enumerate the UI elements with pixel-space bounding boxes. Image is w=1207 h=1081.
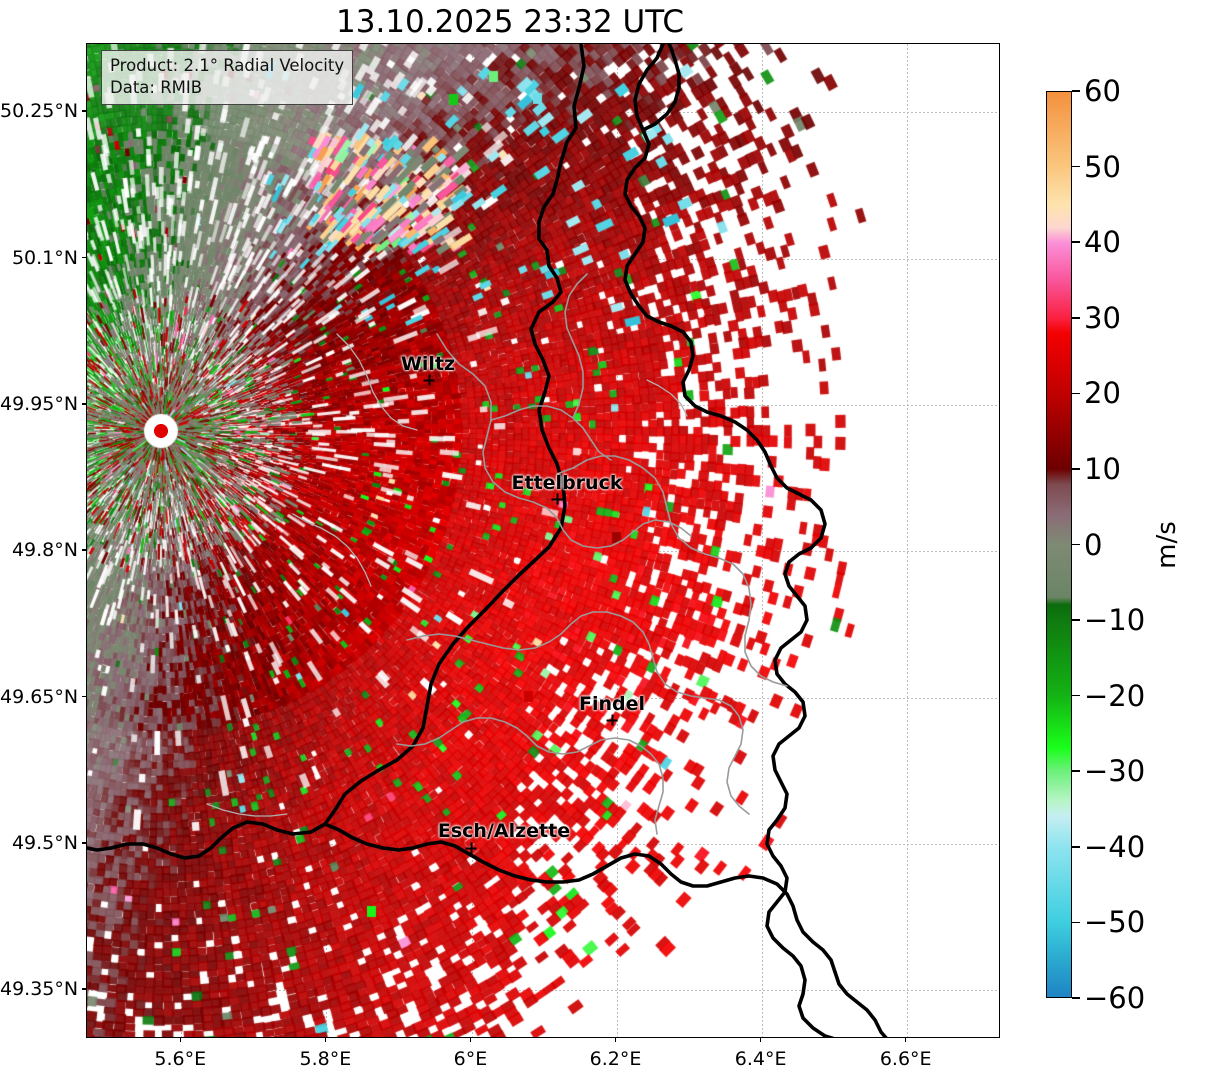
internal-border-east xyxy=(556,455,788,687)
y-tick-mark-1 xyxy=(82,256,86,259)
colorbar-tick-mark-7 xyxy=(1072,619,1080,621)
border-belgium-germany xyxy=(641,44,681,132)
colorbar-tick-mark-12 xyxy=(1072,997,1080,999)
colorbar-tick-label-1: 50 xyxy=(1084,149,1121,184)
y-tick-mark-6 xyxy=(82,988,86,991)
x-tick-mark-5 xyxy=(904,1038,907,1042)
border-luxembourg-west xyxy=(87,44,586,860)
city-marker-ettelbruck xyxy=(551,493,563,505)
colorbar-tick-label-12: −60 xyxy=(1084,981,1146,1015)
colorbar-tick-mark-2 xyxy=(1072,241,1080,243)
x-tick-mark-4 xyxy=(759,1038,762,1042)
city-marker-esch-alzette xyxy=(465,842,477,854)
colorbar-tick-mark-0 xyxy=(1072,90,1080,92)
colorbar-tick-mark-1 xyxy=(1072,165,1080,168)
river-east-1 xyxy=(646,379,688,417)
colorbar-tick-mark-10 xyxy=(1072,846,1080,848)
product-info-box: Product: 2.1° Radial Velocity Data: RMIB xyxy=(101,50,354,105)
city-marker-wiltz xyxy=(423,374,435,386)
colorbar-tick-label-8: −20 xyxy=(1084,678,1146,713)
y-tick-label-1: 50.1°N xyxy=(11,246,78,269)
city-label-wiltz: Wiltz xyxy=(400,353,456,375)
city-marker-findel xyxy=(606,714,618,726)
x-tick-mark-3 xyxy=(614,1038,617,1042)
colorbar-gradient xyxy=(1047,92,1071,997)
colorbar-tick-label-7: −10 xyxy=(1084,603,1146,638)
city-label-esch-alzette: Esch/Alzette xyxy=(437,820,571,842)
river-southwest xyxy=(206,803,288,817)
colorbar-tick-mark-9 xyxy=(1072,770,1080,773)
x-tick-label-4: 6.4°E xyxy=(734,1048,787,1070)
internal-border-northeast xyxy=(564,273,588,419)
y-tick-label-2: 49.95°N xyxy=(0,392,79,415)
colorbar-tick-label-2: 40 xyxy=(1084,225,1121,260)
colorbar-tick-mark-4 xyxy=(1072,392,1080,395)
border-luxembourg-south xyxy=(323,822,888,1037)
x-tick-label-0: 5.6°E xyxy=(154,1048,207,1070)
colorbar-tick-mark-8 xyxy=(1072,694,1080,697)
x-tick-label-3: 6.2°E xyxy=(589,1048,642,1070)
x-tick-label-1: 5.8°E xyxy=(299,1048,352,1070)
city-label-ettelbruck: Ettelbruck xyxy=(511,472,623,494)
x-tick-mark-1 xyxy=(324,1038,327,1042)
colorbar-tick-label-9: −30 xyxy=(1084,754,1146,789)
y-tick-mark-2 xyxy=(82,403,86,405)
colorbar-tick-mark-3 xyxy=(1072,316,1080,319)
map-borders-layer xyxy=(87,44,888,1037)
colorbar-unit-label: m/s xyxy=(1152,521,1182,569)
colorbar-tick-label-10: −40 xyxy=(1084,829,1146,864)
y-tick-mark-3 xyxy=(82,549,86,552)
info-data-line: Data: RMIB xyxy=(110,77,203,97)
colorbar-tick-label-11: −50 xyxy=(1084,905,1146,940)
radar-plot-canvas: Wiltz Ettelbruck Findel Esch/Alzette Produc… xyxy=(87,44,999,1037)
internal-border-southwest xyxy=(396,717,664,835)
x-tick-label-2: 6°E xyxy=(453,1048,488,1070)
river-west-1 xyxy=(336,333,418,431)
y-tick-label-0: 50.25°N xyxy=(0,100,79,123)
river-west-2 xyxy=(292,513,372,587)
y-tick-mark-4 xyxy=(82,695,86,698)
colorbar-tick-mark-5 xyxy=(1072,468,1080,470)
internal-border-north xyxy=(436,333,692,549)
colorbar-tick-label-3: 30 xyxy=(1084,300,1121,335)
y-tick-mark-5 xyxy=(82,842,86,844)
y-tick-label-3: 49.8°N xyxy=(11,539,78,562)
y-tick-label-5: 49.5°N xyxy=(11,831,78,854)
colorbar-tick-label-6: 0 xyxy=(1084,527,1103,562)
y-tick-mark-0 xyxy=(82,110,86,113)
colorbar xyxy=(1046,91,1072,998)
y-tick-label-4: 49.65°N xyxy=(0,685,79,708)
city-label-findel: Findel xyxy=(578,693,646,715)
x-tick-mark-0 xyxy=(179,1038,182,1042)
page-title: 13.10.2025 23:32 UTC xyxy=(336,4,684,40)
radar-site-marker xyxy=(146,416,176,446)
internal-border-centre xyxy=(490,405,612,461)
border-germany xyxy=(623,44,835,1037)
colorbar-tick-mark-11 xyxy=(1072,921,1080,924)
info-product-line: Product: 2.1° Radial Velocity xyxy=(110,56,345,75)
internal-border-south xyxy=(406,611,750,815)
x-tick-label-5: 6.6°E xyxy=(879,1048,932,1070)
colorbar-tick-mark-6 xyxy=(1072,543,1080,546)
colorbar-tick-label-4: 20 xyxy=(1084,376,1121,411)
colorbar-tick-label-0: 60 xyxy=(1084,74,1121,108)
y-tick-label-6: 49.35°N xyxy=(0,978,79,1001)
radar-plot: Wiltz Ettelbruck Findel Esch/Alzette Produc… xyxy=(86,43,1000,1038)
x-tick-mark-2 xyxy=(469,1038,472,1042)
colorbar-tick-label-5: 10 xyxy=(1084,451,1121,486)
